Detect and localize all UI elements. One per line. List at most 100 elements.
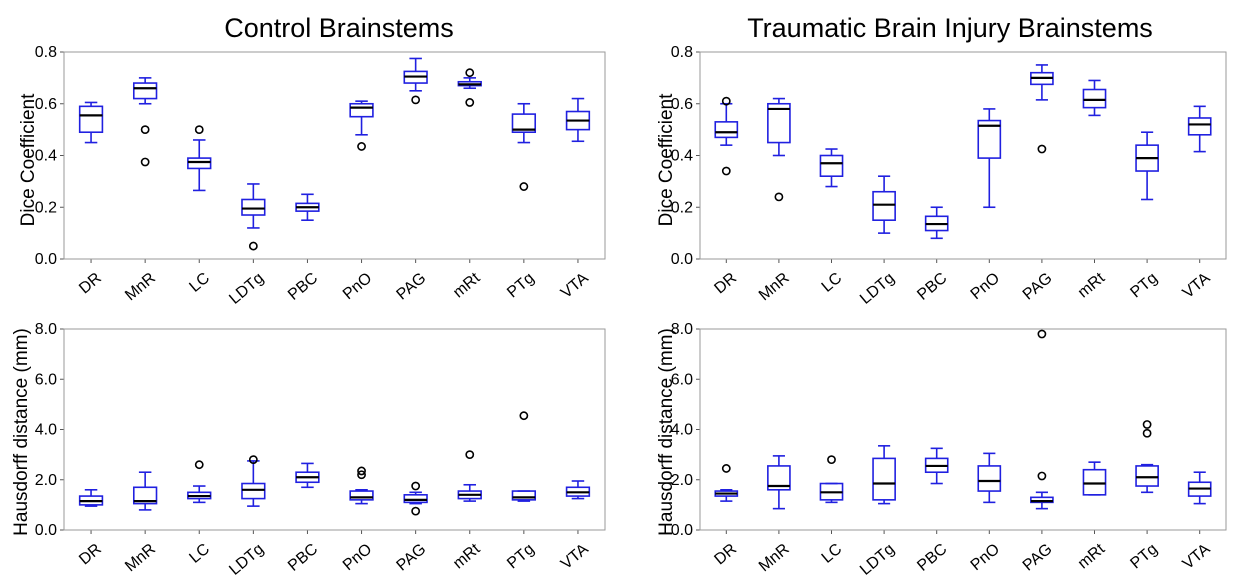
box-pag xyxy=(1030,329,1054,510)
box-vta xyxy=(1187,471,1212,505)
box-iqr xyxy=(349,490,374,501)
x-tick-label-pno: PnO xyxy=(968,270,1003,304)
box-pno xyxy=(349,100,374,151)
outlier-point xyxy=(140,157,150,167)
x-tick-label-pno: PnO xyxy=(340,541,375,575)
box-vta xyxy=(565,480,591,500)
y-tick-label: 0.6 xyxy=(35,96,57,113)
y-tick-label: 2.0 xyxy=(671,472,693,489)
x-tick-label-mnr: MnR xyxy=(756,270,793,305)
box-iqr xyxy=(872,457,896,501)
outlier-point xyxy=(357,466,366,476)
outlier-point xyxy=(465,98,475,107)
box-iqr xyxy=(1187,117,1212,136)
y-tick-label: 6.0 xyxy=(35,371,57,388)
box-ldtg xyxy=(241,183,266,251)
outlier-point xyxy=(194,125,204,135)
x-tick-label-pag: PAG xyxy=(1020,541,1056,575)
y-tick-label: 0.4 xyxy=(671,148,693,165)
chart-title: Traumatic Brain Injury Brainstems xyxy=(747,13,1153,43)
x-tick-label-ptg: PTg xyxy=(1127,541,1160,573)
box-mrt xyxy=(1082,79,1107,117)
outlier-point xyxy=(519,411,529,421)
y-axis-label: Dice Coefficient xyxy=(656,93,677,226)
x-tick-label-pbc: PBC xyxy=(285,541,321,575)
y-axis-label: Hausdorff distance (mm) xyxy=(11,328,32,536)
x-tick-label-mnr: MnR xyxy=(756,541,793,576)
x-tick-label-mnr: MnR xyxy=(122,541,159,576)
y-ticks: 0.0 0.2 0.4 0.6 0.8 xyxy=(35,44,64,268)
x-tick-label-vta: VTA xyxy=(558,540,592,572)
x-tick-label-pag: PAG xyxy=(394,541,430,575)
y-tick-label: 0.6 xyxy=(671,96,693,113)
box-iqr xyxy=(241,198,266,216)
x-tick-label-ldtg: LDTg xyxy=(226,541,267,576)
outlier-point xyxy=(721,96,731,106)
box-pag xyxy=(1030,64,1054,154)
box-mrt xyxy=(1082,461,1107,496)
y-axis-label: Hausdorff distance (mm) xyxy=(656,328,677,536)
x-tick-label-lc: LC xyxy=(186,270,213,296)
y-tick-label: 2.0 xyxy=(35,472,57,489)
x-tick-label-mrt: mRt xyxy=(450,540,484,572)
box-pbc xyxy=(924,447,949,485)
outlier-point xyxy=(1142,420,1152,429)
outlier-point xyxy=(1037,144,1047,154)
box-iqr xyxy=(1082,468,1107,496)
box-vta xyxy=(1187,105,1212,153)
box-mnr xyxy=(767,97,791,202)
x-tick-label-pag: PAG xyxy=(394,270,430,304)
box-dr xyxy=(714,96,739,176)
box-iqr xyxy=(1082,88,1107,109)
boxes xyxy=(78,411,591,516)
y-axis-label: Dice Coefficient xyxy=(18,93,39,226)
y-tick-label: 4.0 xyxy=(35,422,57,439)
box-ldtg xyxy=(241,455,266,507)
x-tick-label-lc: LC xyxy=(819,270,846,296)
x-tick-label-ptg: PTg xyxy=(504,541,537,573)
x-tick-label-mrt: mRt xyxy=(1075,269,1109,301)
y-tick-label: 0.2 xyxy=(671,199,693,216)
outlier-point xyxy=(411,95,421,105)
outlier-point xyxy=(519,182,529,191)
box-iqr xyxy=(511,490,537,501)
y-tick-label: 6.0 xyxy=(671,371,693,388)
box-ldtg xyxy=(872,445,896,505)
y-tick-label: 4.0 xyxy=(671,422,693,439)
outlier-point xyxy=(194,460,204,470)
x-ticks: DR MnR LC LDTg PBC PnO PAG mRt PTg VTA xyxy=(711,530,1214,576)
x-tick-label-pag: PAG xyxy=(1020,270,1056,304)
x-tick-label-dr: DR xyxy=(711,270,740,298)
box-iqr xyxy=(977,119,1002,159)
x-tick-label-pno: PnO xyxy=(340,270,375,304)
box-lc xyxy=(819,148,844,188)
y-tick-label: 0.0 xyxy=(671,522,693,539)
box-pag xyxy=(403,481,428,516)
boxes xyxy=(714,64,1212,240)
y-tick-label: 0.0 xyxy=(671,251,693,268)
x-tick-label-mrt: mRt xyxy=(450,269,484,301)
box-lc xyxy=(187,125,212,192)
outlier-point xyxy=(774,192,784,202)
box-ptg xyxy=(511,102,537,191)
x-tick-label-pno: PnO xyxy=(968,541,1003,575)
outlier-point xyxy=(721,166,731,176)
y-tick-label: 0.4 xyxy=(35,148,57,165)
x-tick-label-dr: DR xyxy=(711,541,740,569)
x-tick-label-pbc: PBC xyxy=(285,270,321,304)
box-pno xyxy=(977,452,1002,504)
x-tick-label-ldtg: LDTg xyxy=(857,541,898,576)
plot-frame xyxy=(699,51,1227,260)
y-ticks: 0.0 0.2 0.4 0.6 0.8 xyxy=(671,44,700,268)
x-tick-label-pbc: PBC xyxy=(914,270,950,304)
boxes xyxy=(714,329,1212,510)
box-iqr xyxy=(767,465,791,491)
box-iqr xyxy=(1030,496,1054,504)
x-tick-label-mrt: mRt xyxy=(1075,540,1109,572)
box-lc xyxy=(187,460,212,504)
box-iqr xyxy=(511,113,537,134)
x-tick-label-vta: VTA xyxy=(558,269,592,301)
box-ldtg xyxy=(872,175,896,234)
outlier-point xyxy=(411,506,421,516)
